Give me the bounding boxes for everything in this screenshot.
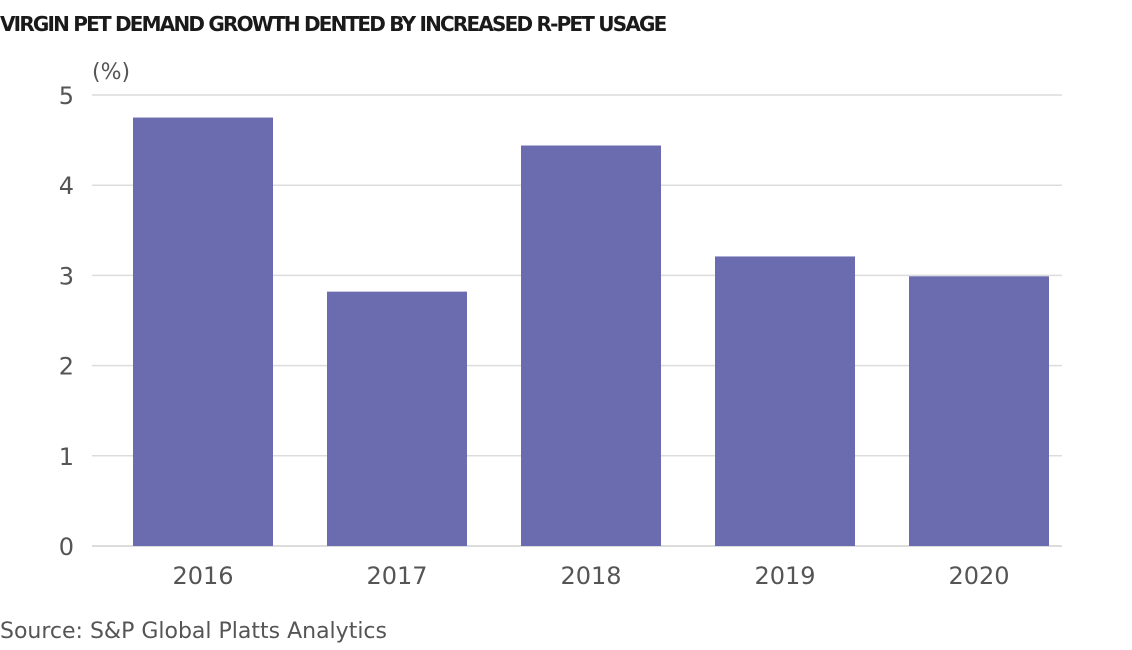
y-tick-label: 5 <box>59 82 74 110</box>
bar-2016 <box>133 117 273 547</box>
x-tick-label: 2017 <box>366 562 427 590</box>
y-axis-unit-label: (%) <box>92 60 130 85</box>
bar-2018 <box>521 145 661 546</box>
x-tick-label: 2020 <box>948 562 1009 590</box>
x-tick-label: 2019 <box>754 562 815 590</box>
x-axis-ticks: 2016 2017 2018 2019 2020 <box>172 562 1009 590</box>
y-tick-label: 1 <box>59 443 74 471</box>
y-axis-ticks: 0 1 2 3 4 5 <box>59 82 74 561</box>
y-tick-label: 3 <box>59 262 74 290</box>
bar-2019 <box>715 256 855 546</box>
bars <box>133 117 1049 547</box>
y-tick-label: 0 <box>59 533 74 561</box>
source-note: Source: S&P Global Platts Analytics <box>0 619 387 644</box>
y-tick-label: 2 <box>59 353 74 381</box>
bar-2020 <box>909 276 1049 546</box>
y-tick-label: 4 <box>59 172 74 200</box>
bar-2017 <box>327 291 467 546</box>
chart-title: VIRGIN PET DEMAND GROWTH DENTED BY INCRE… <box>0 12 667 36</box>
x-tick-label: 2016 <box>172 562 233 590</box>
x-tick-label: 2018 <box>560 562 621 590</box>
